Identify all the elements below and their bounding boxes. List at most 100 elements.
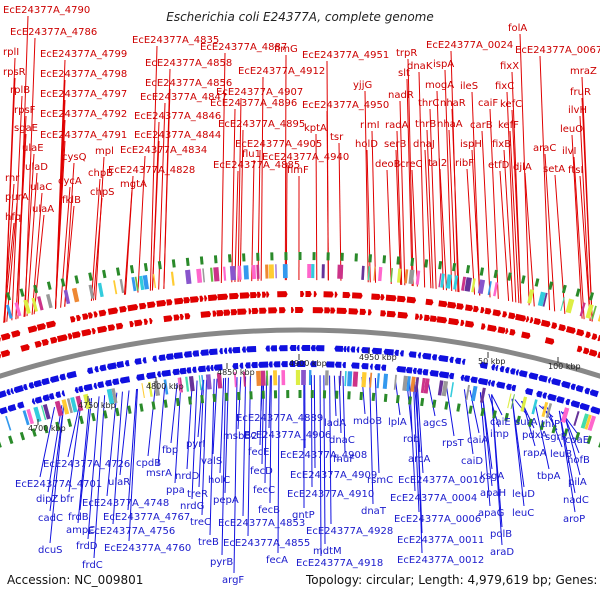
tick-mark — [88, 272, 93, 281]
forward-strand-track — [0, 291, 600, 359]
leader-line — [426, 129, 434, 289]
gene-arrow — [576, 328, 585, 337]
feature-block — [141, 383, 145, 398]
gene-label: imp — [490, 429, 509, 440]
gene-arrow — [461, 358, 466, 365]
gene-arrow — [312, 307, 324, 314]
feature-block — [282, 264, 288, 279]
feature-block — [437, 380, 444, 396]
tick-mark — [19, 288, 25, 297]
gene-label: EcE24377A_4853 — [218, 518, 305, 529]
feature-block — [584, 414, 592, 430]
gene-arrow — [192, 350, 200, 357]
tick-mark — [586, 435, 592, 445]
gene-arrow — [525, 316, 530, 323]
gene-arrow — [278, 345, 288, 352]
map-title: Escherichia coli E24377A, complete genom… — [166, 10, 434, 24]
feature-block — [5, 415, 12, 431]
gene-label: leuC — [512, 508, 534, 519]
gene-arrow — [511, 384, 517, 392]
tick-mark — [129, 265, 135, 274]
feature-block — [408, 269, 415, 285]
gene-arrow — [463, 375, 471, 382]
gene-arrow — [414, 313, 420, 320]
leader-line — [201, 379, 208, 516]
leader-line — [3, 222, 15, 323]
gene-arrow — [50, 336, 58, 344]
leader-line — [79, 397, 93, 511]
gene-arrow — [422, 352, 432, 360]
leader-line — [6, 202, 18, 322]
leader-line — [212, 378, 218, 455]
gene-arrow — [270, 345, 278, 352]
gene-arrow — [396, 365, 407, 373]
gene-label: hofB — [567, 455, 590, 466]
gene-arrow — [166, 299, 173, 306]
leader-line — [191, 380, 198, 500]
gene-arrow — [116, 361, 125, 369]
gene-arrow — [262, 291, 267, 298]
gene-arrow — [582, 347, 590, 355]
gene-label: EcE24377A_4951 — [302, 50, 389, 61]
gene-arrow — [251, 361, 258, 369]
leader-line — [264, 375, 268, 484]
gene-arrow — [487, 379, 492, 386]
gene-label: dnaJ — [413, 139, 435, 150]
gene-arrow — [107, 307, 119, 315]
gene-label: nadR — [388, 90, 414, 101]
feature-block — [445, 274, 452, 289]
gene-label: nrdG — [180, 501, 204, 512]
leader-line — [137, 155, 146, 293]
gene-arrow — [173, 352, 183, 359]
feature-block — [40, 405, 47, 421]
leader-line — [233, 377, 238, 574]
gene-arrow — [412, 367, 417, 375]
tick-mark — [359, 391, 363, 401]
feature-block — [142, 275, 150, 290]
tick-mark — [151, 401, 156, 410]
feature-block — [591, 305, 597, 320]
gene-arrow — [399, 350, 404, 357]
gene-arrow — [0, 390, 7, 399]
tick-label: 50 kbp — [478, 357, 506, 366]
gene-arrow — [246, 345, 257, 353]
leader-line — [554, 174, 566, 314]
gene-label: EcE24377A_4835 — [132, 35, 219, 46]
tick-mark — [588, 292, 595, 301]
leader-line — [163, 88, 171, 289]
leader-line — [416, 382, 424, 474]
tick-mark — [115, 267, 121, 276]
tick-mark — [31, 428, 37, 437]
gene-arrow — [207, 294, 218, 302]
gene-arrow — [342, 361, 346, 369]
gene-arrow — [416, 368, 423, 375]
feature-block — [396, 268, 402, 283]
gene-label: EcE24377A_4828 — [108, 165, 195, 176]
gene-label: apaH — [480, 488, 506, 499]
gene-arrow — [258, 361, 269, 368]
gene-label: EcE24377A_0067 — [515, 45, 600, 56]
gene-label: etfD — [488, 160, 510, 171]
gene-arrow — [94, 366, 99, 373]
gene-label: sgaE — [14, 123, 38, 134]
reverse-strand-track — [0, 345, 600, 415]
gene-arrow — [156, 299, 167, 307]
gene-arrow — [447, 301, 457, 309]
gene-label: rplB — [10, 85, 30, 96]
feature-block — [361, 372, 367, 388]
feature-block — [88, 284, 95, 299]
leader-line — [55, 140, 66, 309]
gene-arrow — [273, 361, 281, 368]
leader-line — [415, 382, 423, 554]
feature-block — [265, 370, 269, 386]
gene-arrow — [505, 328, 509, 335]
feature-block — [273, 370, 278, 386]
gene-arrow — [228, 347, 233, 354]
leader-line — [424, 149, 432, 289]
gene-label: EcE24377A_4799 — [40, 49, 127, 60]
feature-block — [406, 376, 411, 392]
gene-arrow — [544, 337, 555, 345]
feature-block — [324, 370, 329, 386]
leader-line — [49, 404, 65, 544]
gene-arrow — [250, 291, 258, 299]
